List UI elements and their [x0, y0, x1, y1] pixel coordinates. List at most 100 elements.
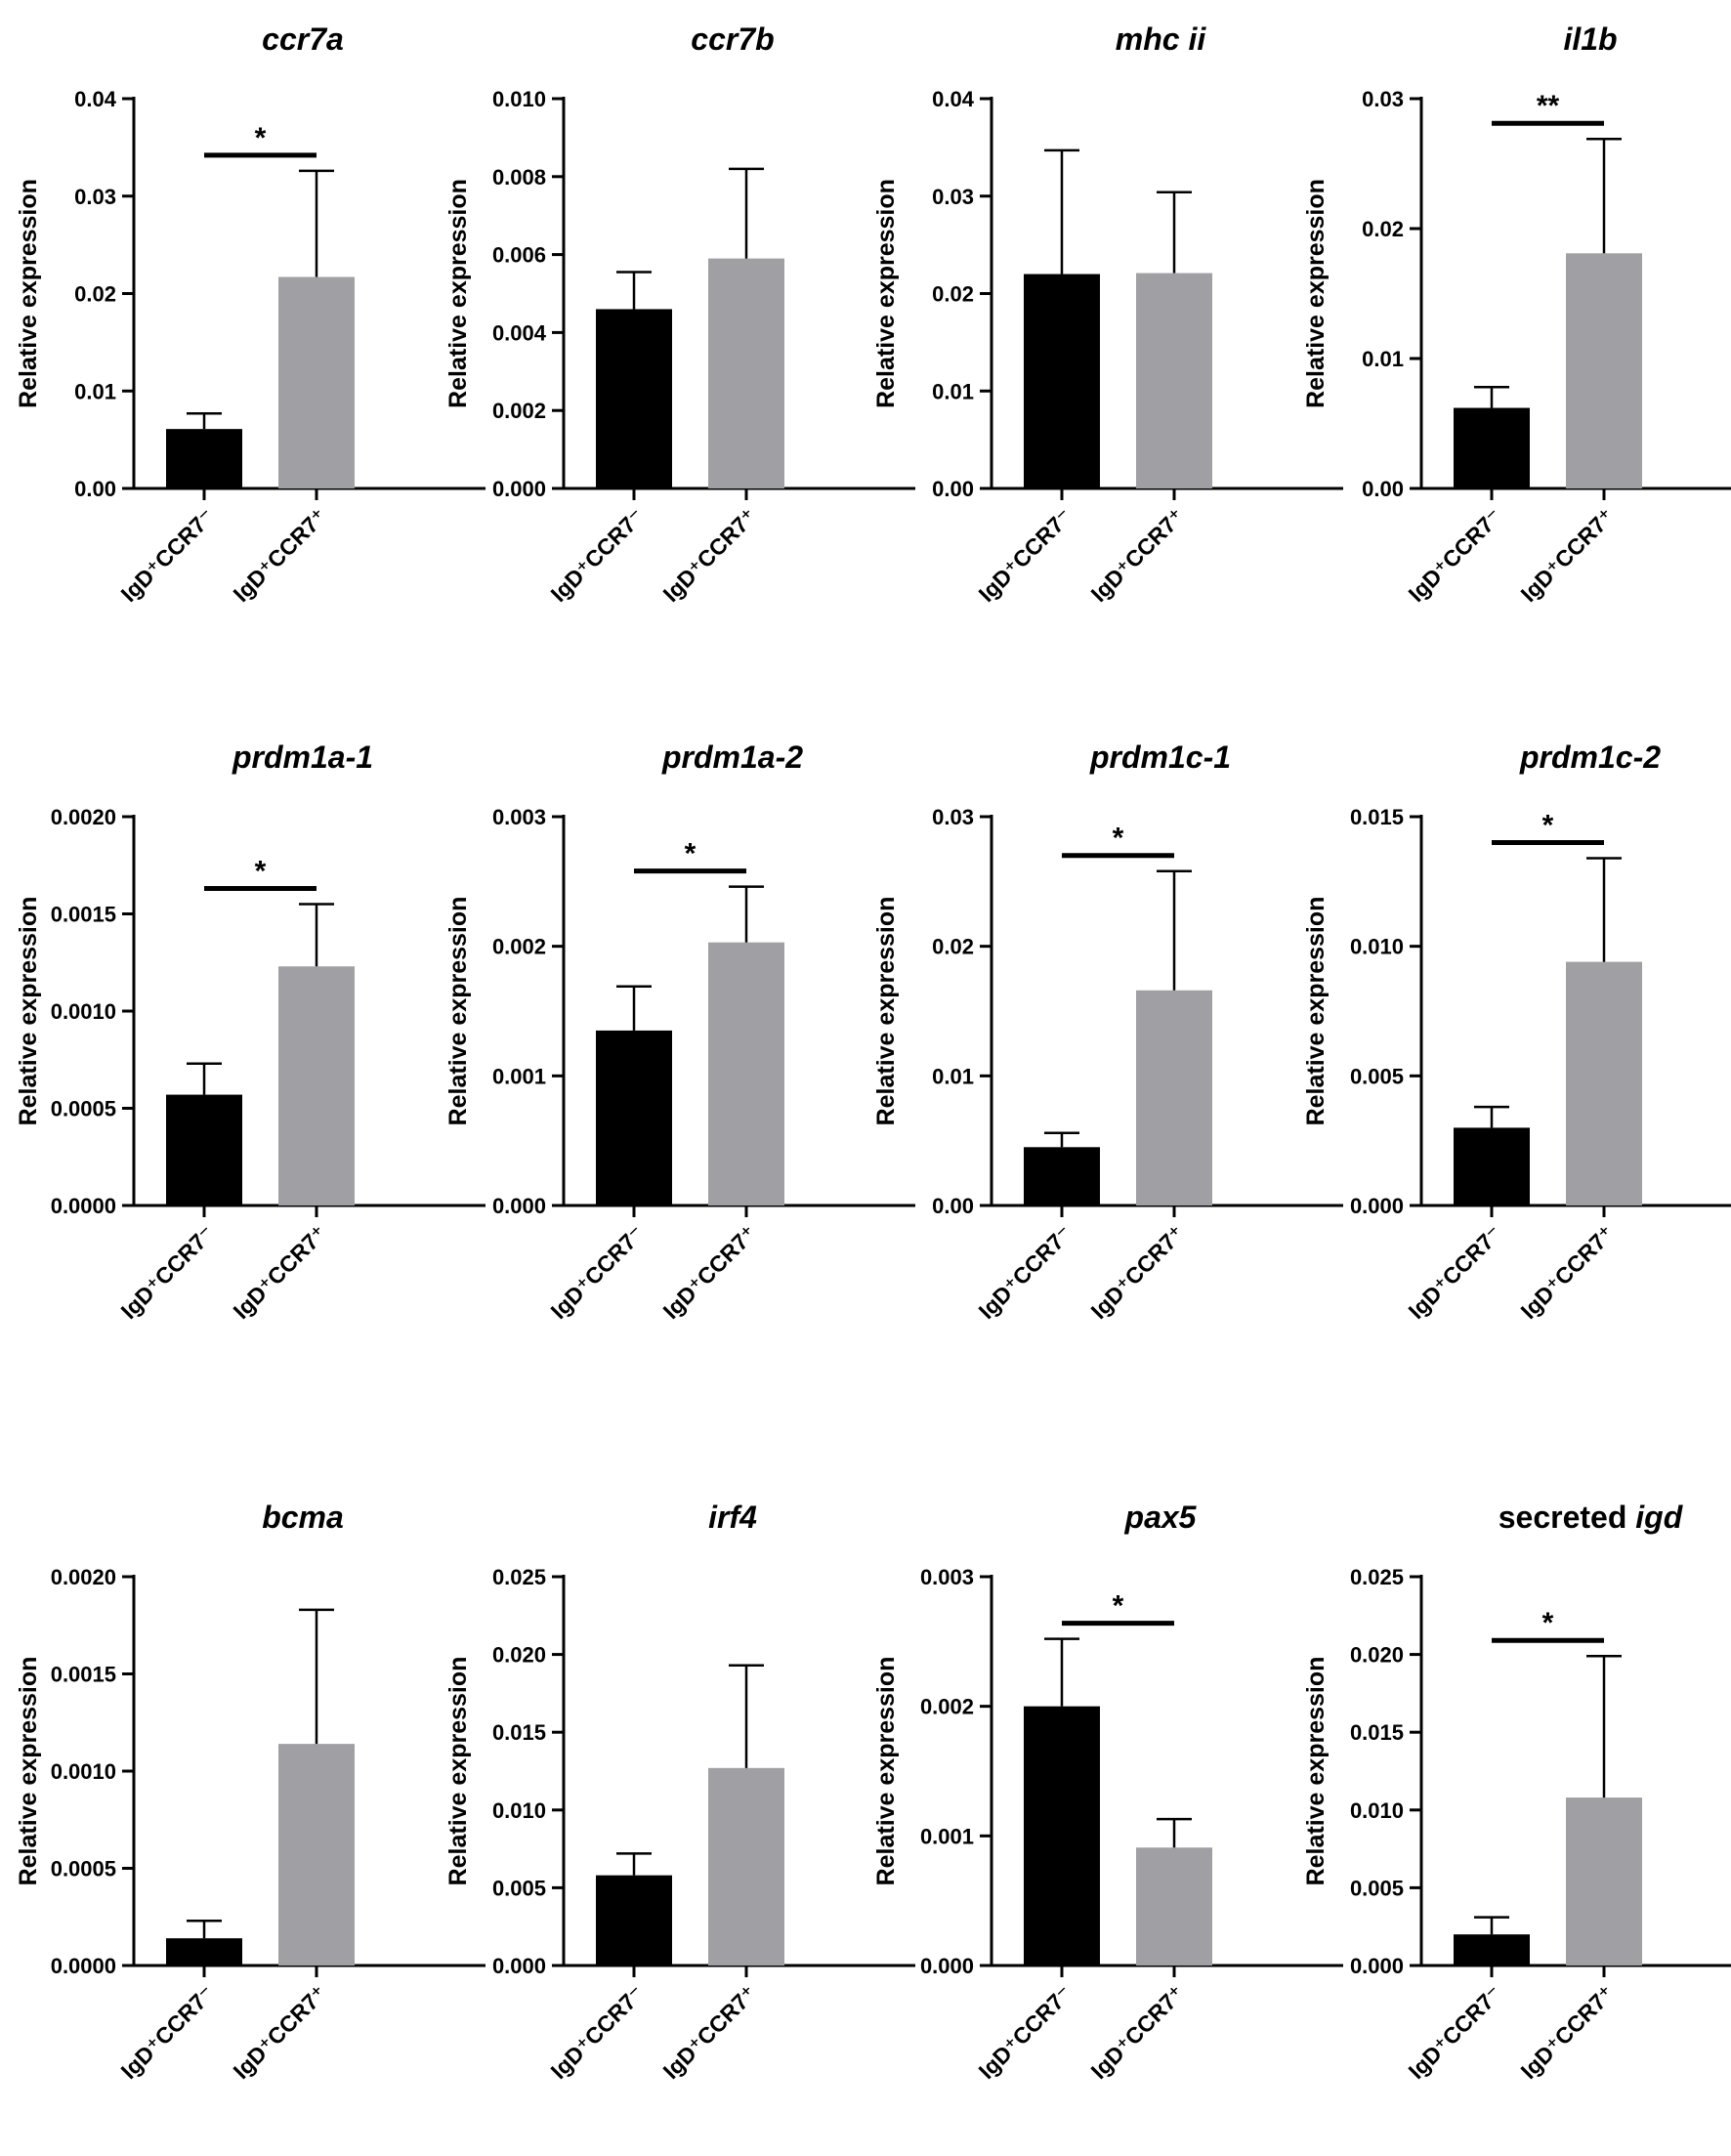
x-tick-label: IgD⁺CCR7⁺ — [229, 1220, 332, 1324]
x-tick-label: IgD⁺CCR7⁻ — [546, 503, 650, 607]
panel-title-part: ccr7a — [262, 21, 344, 57]
panel-title-part: prdm1a-2 — [661, 740, 803, 775]
y-tick-label: 0.010 — [492, 87, 546, 111]
bar-ccr7-negative — [596, 1875, 672, 1966]
bar-ccr7-positive — [708, 258, 784, 488]
y-tick-label: 0.000 — [492, 477, 546, 501]
significance-marker: ** — [1537, 90, 1560, 122]
panel-title-part: prdm1c-2 — [1519, 740, 1661, 775]
y-tick-label: 0.0000 — [51, 1194, 116, 1218]
y-tick-label: 0.01 — [932, 1064, 974, 1088]
bar-ccr7-positive — [1566, 961, 1642, 1205]
bar-ccr7-positive — [278, 966, 355, 1205]
y-tick-label: 0.0005 — [51, 1097, 116, 1121]
x-tick-label: IgD⁺CCR7⁻ — [116, 1980, 220, 2084]
bar-ccr7-negative — [1454, 1127, 1530, 1205]
chart-panel-7: prdm1c-1 Relative expression 0.00 0.01 0.02 0… — [872, 740, 1343, 1324]
y-tick-label: 0.02 — [74, 282, 116, 307]
panel-title-part: prdm1a-1 — [232, 740, 373, 775]
x-tick-label: IgD⁺CCR7⁻ — [974, 1980, 1077, 2084]
y-tick-label: 0.02 — [1362, 217, 1404, 241]
panel-title: pax5 — [1124, 1500, 1198, 1535]
y-tick-label: 0.020 — [1350, 1643, 1404, 1668]
significance-marker: * — [255, 122, 267, 154]
x-tick-label: IgD⁺CCR7⁺ — [658, 1220, 762, 1324]
y-tick-label: 0.0000 — [51, 1954, 116, 1978]
y-tick-label: 0.002 — [492, 399, 546, 423]
y-tick-label: 0.01 — [1362, 347, 1404, 371]
chart-panel-1: ccr7a Relative expression 0.00 0.01 0.02 0.03… — [15, 21, 486, 607]
y-tick-label: 0.002 — [492, 935, 546, 959]
y-axis-label: Relative expression — [15, 897, 42, 1126]
chart-panel-10: irf4 Relative expression 0.000 0.005 0.010 0.… — [444, 1500, 915, 2084]
y-axis-label: Relative expression — [1302, 179, 1330, 408]
x-tick-label: IgD⁺CCR7⁺ — [1086, 503, 1190, 607]
x-tick-label: IgD⁺CCR7⁺ — [1086, 1980, 1190, 2084]
chart-panel-9: bcma Relative expression 0.0000 0.0005 0.001… — [15, 1500, 486, 2084]
y-tick-label: 0.03 — [932, 805, 974, 829]
y-tick-label: 0.01 — [932, 379, 974, 403]
panel-title-part: bcma — [262, 1500, 344, 1535]
chart-panel-6: prdm1a-2 Relative expression 0.000 0.001 0.0… — [444, 740, 915, 1324]
y-tick-label: 0.0010 — [51, 1759, 116, 1784]
y-tick-label: 0.0020 — [51, 1565, 116, 1589]
panel-title: ccr7a — [262, 21, 344, 57]
y-tick-label: 0.003 — [920, 1565, 974, 1589]
significance-marker: * — [1542, 809, 1554, 841]
y-tick-label: 0.000 — [492, 1194, 546, 1218]
chart-panel-8: prdm1c-2 Relative expression 0.000 0.005 0.0… — [1302, 740, 1731, 1324]
y-tick-label: 0.000 — [1350, 1194, 1404, 1218]
x-tick-label: IgD⁺CCR7⁺ — [1516, 503, 1620, 607]
y-tick-label: 0.04 — [932, 87, 975, 111]
y-tick-label: 0.0015 — [51, 903, 116, 927]
panel-title: prdm1c-2 — [1519, 740, 1661, 775]
y-tick-label: 0.004 — [492, 320, 547, 345]
bar-ccr7-negative — [1024, 274, 1100, 488]
panel-title-part: il1b — [1563, 21, 1617, 57]
chart-panel-2: ccr7b Relative expression 0.000 0.002 0.004 0… — [444, 21, 915, 607]
x-tick-label: IgD⁺CCR7⁻ — [116, 503, 220, 607]
panel-title-part: ccr7b — [691, 21, 774, 57]
y-tick-label: 0.001 — [492, 1064, 546, 1088]
panel-title: prdm1c-1 — [1089, 740, 1231, 775]
y-axis-label: Relative expression — [444, 1657, 472, 1886]
bar-ccr7-positive — [708, 1767, 784, 1966]
y-tick-label: 0.005 — [492, 1876, 546, 1900]
significance-marker: * — [685, 838, 697, 870]
bar-ccr7-negative — [596, 1030, 672, 1205]
significance-marker: * — [255, 856, 267, 888]
bar-ccr7-negative — [596, 309, 672, 488]
y-tick-label: 0.000 — [1350, 1954, 1404, 1978]
x-tick-label: IgD⁺CCR7⁺ — [1086, 1220, 1190, 1324]
bar-ccr7-negative — [166, 1094, 242, 1205]
bar-ccr7-positive — [278, 1744, 355, 1966]
y-tick-label: 0.00 — [74, 477, 116, 501]
x-tick-label: IgD⁺CCR7⁺ — [658, 503, 762, 607]
x-tick-label: IgD⁺CCR7⁺ — [229, 1980, 332, 2084]
bar-ccr7-positive — [708, 942, 784, 1205]
y-tick-label: 0.003 — [492, 805, 546, 829]
y-tick-label: 0.04 — [74, 87, 117, 111]
y-tick-label: 0.0005 — [51, 1857, 116, 1881]
y-tick-label: 0.025 — [492, 1565, 546, 1589]
y-tick-label: 0.03 — [74, 185, 116, 209]
y-axis-label: Relative expression — [872, 179, 900, 408]
x-tick-label: IgD⁺CCR7⁻ — [1404, 1220, 1507, 1324]
y-tick-label: 0.000 — [492, 1954, 546, 1978]
panel-title-part: irf4 — [708, 1500, 757, 1535]
y-tick-label: 0.010 — [492, 1798, 546, 1823]
bar-ccr7-positive — [1566, 1797, 1642, 1966]
significance-marker: * — [1113, 1590, 1124, 1623]
y-tick-label: 0.03 — [932, 185, 974, 209]
panel-title-part: prdm1c-1 — [1089, 740, 1231, 775]
y-axis-label: Relative expression — [444, 897, 472, 1126]
panel-title: ccr7b — [691, 21, 774, 57]
x-tick-label: IgD⁺CCR7⁻ — [546, 1220, 650, 1324]
x-tick-label: IgD⁺CCR7⁻ — [116, 1220, 220, 1324]
panel-title-part: secreted — [1499, 1500, 1636, 1535]
significance-marker: * — [1542, 1607, 1554, 1639]
bar-ccr7-negative — [1454, 407, 1530, 488]
y-tick-label: 0.010 — [1350, 1798, 1404, 1823]
chart-panel-11: pax5 Relative expression 0.000 0.001 0.002 0.… — [872, 1500, 1343, 2084]
panel-title-part: mhc ii — [1116, 21, 1207, 57]
